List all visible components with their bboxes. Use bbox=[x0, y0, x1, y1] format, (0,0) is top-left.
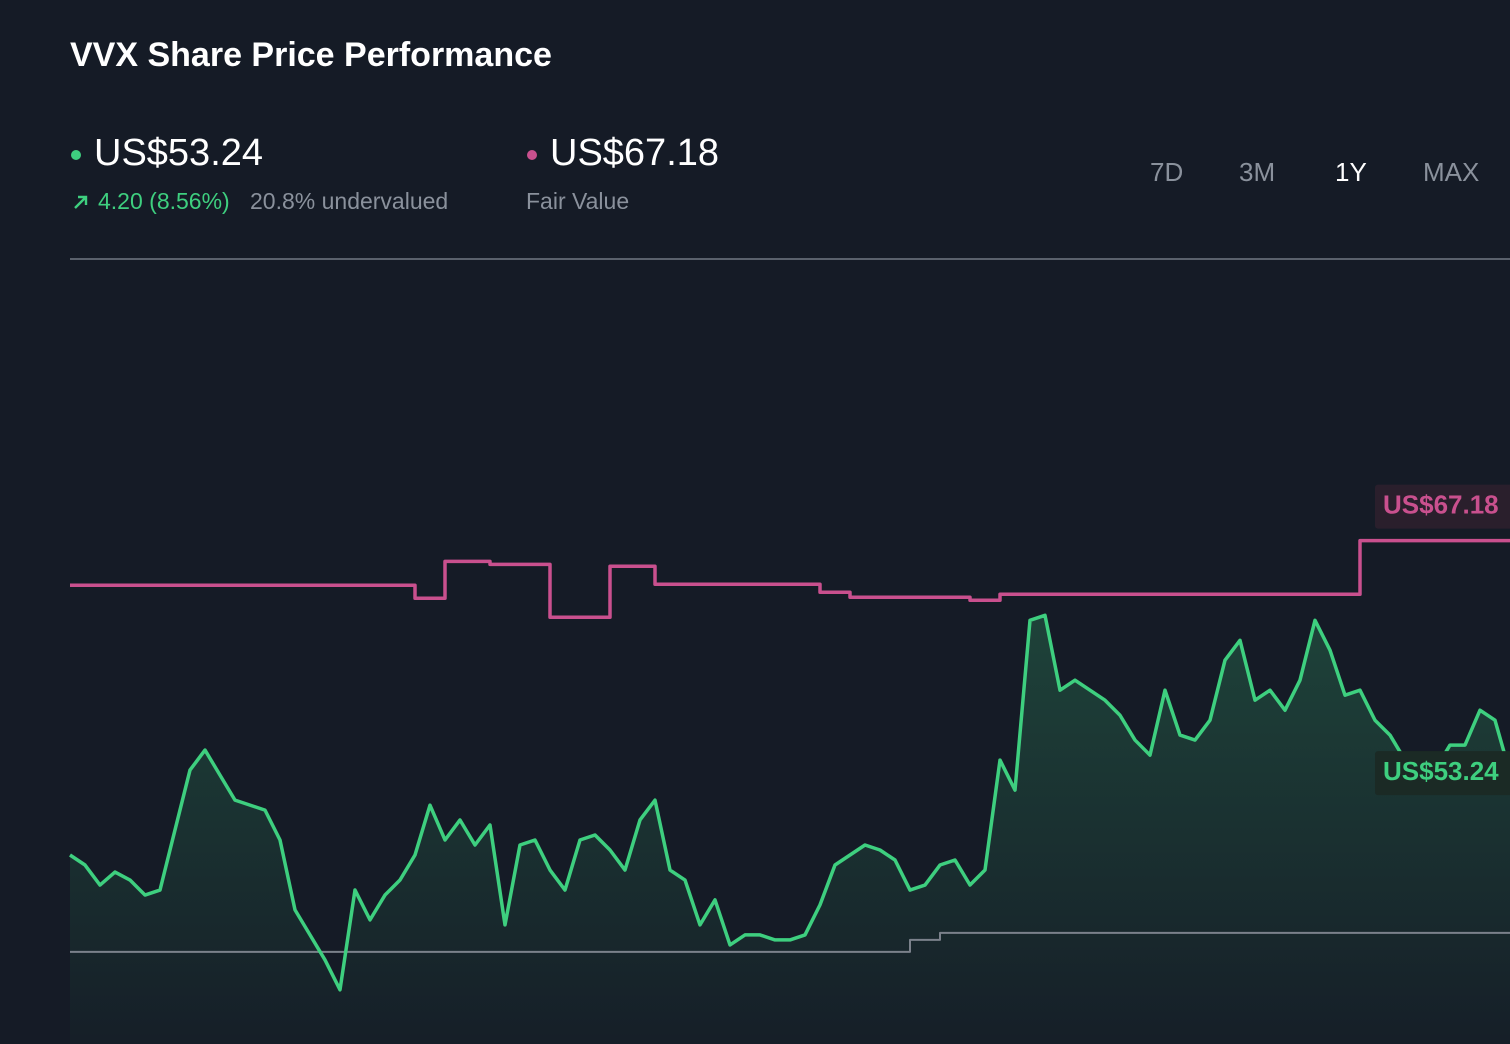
price-dot bbox=[71, 150, 81, 160]
period-button[interactable]: MAX bbox=[1423, 157, 1480, 187]
reference-line bbox=[70, 931, 1510, 953]
fair-dot bbox=[527, 150, 537, 160]
price-area bbox=[70, 615, 1510, 1044]
fair-value-line bbox=[70, 538, 1510, 620]
title: VVX Share Price Performance bbox=[70, 36, 552, 74]
period-button[interactable]: 3M bbox=[1239, 157, 1276, 187]
price-line bbox=[69, 613, 1510, 992]
price: US$53.24 bbox=[94, 132, 264, 174]
value-label: US$67.18 bbox=[1383, 489, 1499, 519]
up-arrow bbox=[74, 195, 88, 209]
fair-value: US$67.18 bbox=[550, 132, 720, 174]
change: 4.20 (8.56%) bbox=[98, 188, 230, 214]
value-label-box bbox=[1375, 484, 1510, 529]
valuation: 20.8% undervalued bbox=[250, 188, 449, 214]
value-label: US$53.24 bbox=[1383, 756, 1499, 786]
period-button[interactable]: 1Y bbox=[1335, 157, 1367, 187]
value-label-box bbox=[1375, 751, 1510, 796]
fair-value-caption: Fair Value bbox=[526, 188, 630, 214]
period-button[interactable]: 7D bbox=[1150, 157, 1184, 187]
